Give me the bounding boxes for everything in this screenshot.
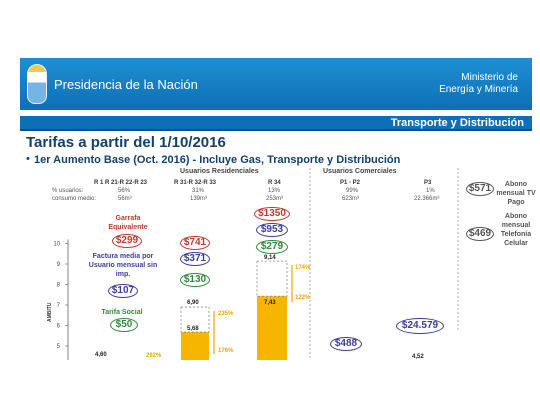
bar-increase-label: 235% (218, 311, 234, 317)
tv-bubble: $571 (466, 182, 494, 196)
factura-bubble: $24.579 (396, 318, 444, 334)
celular-bubble: $469 (466, 227, 494, 241)
section-bar: Transporte y Distribución (20, 116, 532, 131)
factura-bubble: $953 (256, 223, 288, 237)
row-label-users: % usuarios: (52, 188, 84, 194)
bar-after-outline (256, 260, 288, 297)
y-tick-label: 10 (53, 242, 60, 248)
factura-bubble: $488 (330, 337, 362, 351)
bar-increase-label: 176% (218, 348, 234, 354)
group-consumption: 139m³ (190, 196, 208, 202)
group-code: R 1 R 21-R 22-R 23 (94, 180, 148, 186)
garrafa-label: Garrafa Equivalente (108, 215, 148, 231)
brand-name: Presidencia de la Nación (54, 77, 198, 92)
header-banner: Presidencia de la Nación Ministerio de E… (20, 58, 532, 110)
group-users: 56% (118, 188, 131, 194)
social-bubble: $50 (110, 318, 138, 332)
segment-residential: Usuarios Residenciales (180, 168, 259, 175)
slide-subtitle: 1er Aumento Base (Oct. 2016) - Incluye G… (34, 154, 401, 166)
tarifa-social-label: Tarifa Social (101, 309, 143, 316)
bar-increase-label: 122% (295, 295, 311, 301)
social-bubble: $130 (180, 273, 210, 287)
bar-after-label: 6,90 (187, 300, 199, 306)
group-code: R 31-R 32-R 33 (174, 180, 217, 186)
group-users: 31% (192, 188, 205, 194)
bar-after-outline (180, 306, 210, 333)
bar-value-label: 4,52 (412, 354, 424, 360)
group-consumption: 56m³ (118, 196, 132, 202)
y-tick-label: 6 (57, 324, 61, 330)
bar-value-label: 4,60 (95, 352, 107, 358)
garrafa-bubble: $1350 (254, 207, 290, 221)
bar-before (257, 296, 287, 360)
bar-increase-label: 292% (146, 353, 162, 359)
y-tick-label: 7 (57, 303, 61, 309)
slide-title: Tarifas a partir del 1/10/2016 (26, 134, 226, 151)
group-consumption: 22.366m³ (414, 196, 440, 202)
telefonia-label: Abono mensual Telefonía Celular (500, 213, 532, 247)
group-code: P3 (424, 180, 432, 186)
bar-before-label: 7,43 (264, 300, 276, 306)
bar-after-label: 9,14 (264, 255, 276, 261)
group-code: P1 - P2 (340, 180, 361, 186)
bar-increase-label: 174% (295, 265, 311, 271)
factura-label: Factura media por Usuario mensual sin im… (88, 253, 158, 278)
garrafa-bubble: $299 (112, 234, 142, 248)
bullet-mark: • (26, 153, 30, 165)
group-users: 1% (426, 188, 435, 194)
group-consumption: 623m³ (342, 196, 360, 202)
group-users: 13% (268, 188, 281, 194)
coat-of-arms-icon (27, 64, 47, 104)
ministry-name: Ministerio de Energía y Minería (439, 72, 518, 95)
segment-commercial: Usuarios Comerciales (323, 168, 397, 175)
tv-label: Abono mensual TV Pago (496, 181, 536, 206)
garrafa-bubble: $741 (180, 236, 210, 250)
bar-before (181, 332, 209, 360)
group-consumption: 253m³ (266, 196, 284, 202)
y-tick-label: 5 (57, 344, 61, 350)
group-code: R 34 (268, 180, 281, 186)
section-title: Transporte y Distribución (390, 117, 524, 129)
y-tick-label: 8 (57, 283, 61, 289)
social-bubble: $279 (256, 240, 288, 254)
group-users: 99% (346, 188, 359, 194)
bar-before-label: 5,68 (187, 326, 199, 332)
factura-bubble: $107 (108, 284, 138, 298)
factura-bubble: $371 (180, 252, 210, 266)
row-label-consumption: consumo medio: (52, 196, 97, 202)
y-tick-label: 9 (57, 262, 61, 268)
